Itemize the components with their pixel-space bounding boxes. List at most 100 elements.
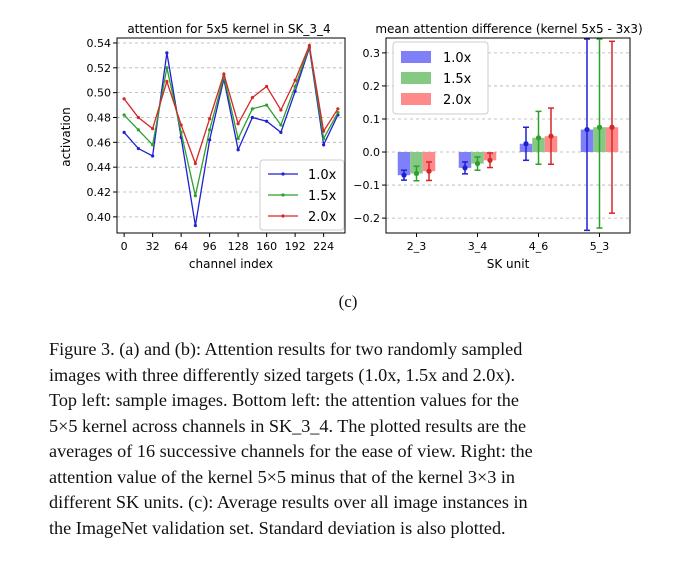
chart1-point	[279, 130, 283, 134]
chart1-ytick-label: 0.46	[87, 136, 112, 149]
chart1-xtick-label: 32	[146, 240, 160, 253]
chart1-ytick-label: 0.48	[87, 111, 112, 124]
chart1-ytick-label: 0.44	[87, 161, 112, 174]
chart2-mean-point	[584, 126, 590, 133]
chart1-point	[250, 115, 254, 120]
chart1-point	[293, 84, 297, 89]
chart2-ytick-label: −0.2	[353, 212, 380, 225]
chart2-legend: 1.0x 1.5x 2.0x	[392, 41, 489, 115]
chart1-point	[165, 66, 169, 70]
chart1-point	[236, 148, 240, 152]
chart1-point	[265, 119, 269, 123]
chart1-point	[307, 43, 311, 48]
chart1-point	[193, 223, 197, 228]
chart1-point	[322, 129, 326, 133]
chart1-point	[250, 107, 254, 111]
chart1-ytick-label: 0.52	[87, 62, 112, 75]
chart2-mean-point	[426, 168, 432, 174]
chart1-series-line	[123, 43, 339, 166]
chart2-ytick-label: 0.1	[363, 113, 381, 126]
chart2-mean-point	[462, 165, 468, 171]
chart2-ytick-label: 0.3	[363, 47, 381, 60]
chart1-point	[208, 128, 212, 132]
chart1-xtick-label: 64	[174, 240, 188, 253]
chart1-legend-marker	[281, 172, 285, 176]
caption-line: the ImageNet validation set. Standard de…	[49, 517, 506, 538]
chart1-ytick-label: 0.40	[87, 211, 112, 224]
chart1-point	[136, 115, 140, 120]
chart1-title: attention for 5x5 kernel in SK_3_4	[127, 22, 330, 36]
chart1-point	[236, 137, 240, 141]
chart1-xtick-label: 96	[203, 240, 217, 253]
chart1-point	[279, 123, 283, 127]
chart1-point	[136, 146, 140, 151]
bar-chart-attention-difference: mean attention difference (kernel 5x5 - …	[353, 22, 642, 271]
chart1-point	[322, 137, 326, 141]
caption-line: different SK units. (c): Average results…	[49, 492, 528, 512]
chart1-ytick-label: 0.50	[87, 87, 112, 100]
chart1-point	[165, 51, 169, 55]
figure-charts: attention for 5x5 kernel in SK_3_4 0 32 64…	[59, 22, 643, 271]
chart2-xtick-label: 2_3	[407, 240, 427, 253]
chart2-mean-point	[487, 157, 493, 163]
chart1-point	[293, 78, 297, 82]
chart1-point	[265, 84, 269, 89]
chart1-xtick-label: 224	[313, 240, 334, 253]
chart2-mean-point	[523, 141, 529, 147]
chart1-legend: 1.0x 1.5x 2.0x	[259, 159, 345, 231]
chart1-point	[208, 117, 212, 121]
chart1-point	[193, 194, 197, 198]
chart2-bar	[397, 152, 411, 176]
chart1-point	[165, 79, 169, 84]
chart2-mean-point	[548, 133, 554, 139]
chart2-title: mean attention difference (kernel 5x5 - …	[375, 22, 642, 36]
caption-line: Figure 3. (a) and (b): Attention results…	[49, 339, 523, 359]
chart2-legend-swatch	[401, 72, 431, 84]
caption-line: attention value of the kernel 5×5 minus …	[49, 466, 515, 487]
chart2-xtick-label: 5_3	[590, 240, 610, 253]
chart1-xlabel: channel index	[189, 257, 273, 271]
chart2-legend-swatch	[401, 93, 431, 105]
chart1-legend-marker	[281, 214, 285, 218]
chart2-legend-label: 1.5x	[443, 72, 472, 87]
chart1-legend-label: 1.0x	[308, 168, 337, 183]
figure-label: (c)	[338, 292, 358, 311]
chart1-point	[151, 154, 155, 158]
chart1-point	[222, 72, 226, 76]
chart2-xtick-label: 4_6	[529, 240, 549, 253]
chart1-point	[179, 123, 183, 127]
chart2-mean-point	[474, 160, 481, 167]
chart1-xtick-label: 128	[228, 240, 249, 253]
chart1-ytick-label: 0.54	[87, 37, 112, 50]
chart1-legend-label: 2.0x	[308, 210, 337, 225]
chart1-point	[322, 143, 326, 147]
chart2-mean-point	[535, 135, 542, 141]
chart1-xtick-label: 0	[121, 240, 128, 253]
chart1-xtick-label: 192	[285, 240, 306, 253]
chart1-point	[208, 138, 212, 142]
line-chart-attention: attention for 5x5 kernel in SK_3_4 0 32 64…	[59, 22, 346, 271]
chart1-point	[122, 97, 126, 101]
chart1-point	[279, 108, 283, 112]
chart1-point	[250, 96, 254, 100]
chart1-point	[336, 110, 340, 115]
chart1-point	[293, 89, 297, 94]
chart1-point	[151, 127, 155, 131]
caption-line: Top left: sample images. Bottom left: th…	[49, 390, 519, 410]
chart1-ytick-label: 0.42	[87, 186, 112, 199]
figure-caption: Figure 3. (a) and (b): Attention results…	[49, 337, 659, 541]
chart1-point	[193, 161, 197, 166]
chart2-mean-point	[401, 172, 407, 178]
chart1-point	[151, 143, 155, 147]
chart2-legend-label: 2.0x	[443, 93, 472, 108]
caption-line: images with three differently sized targ…	[49, 364, 516, 385]
chart1-legend-marker	[281, 193, 285, 197]
chart1-point	[179, 130, 183, 134]
chart1-legend-box	[259, 159, 345, 231]
chart1-point	[236, 122, 240, 126]
chart2-ytick-label: −0.1	[353, 179, 380, 192]
caption-line: 5×5 kernel across channels in SK_3_4. Th…	[49, 415, 527, 436]
chart2-bar	[458, 152, 472, 168]
chart1-point	[122, 113, 126, 117]
chart1-legend-label: 1.5x	[308, 189, 337, 204]
